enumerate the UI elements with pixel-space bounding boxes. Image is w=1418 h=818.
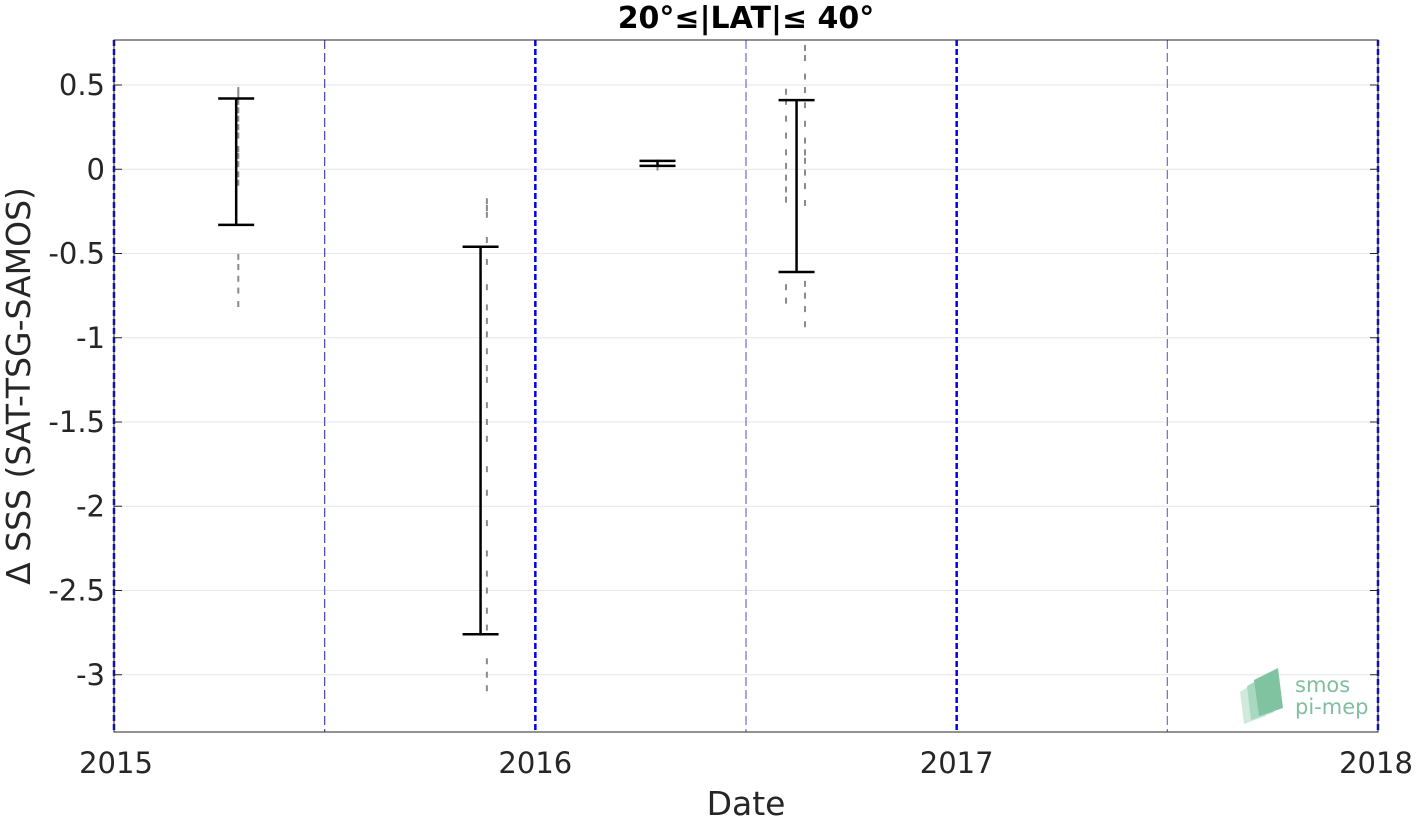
scatter-series [237,44,806,692]
plot-area [113,39,1379,733]
logo-text-smos: smos [1295,673,1350,697]
y-axis-ticks: 0.5 0 -0.5 -1 -1.5 -2 -2.5 -3 [48,68,1378,692]
x-tick-label-2017: 2017 [920,746,994,780]
y-tick-label-3: -1 [76,321,105,355]
x-tick-label-2015: 2015 [79,746,153,780]
x-axis-label: Date [707,784,786,818]
y-tick-label-0: 0.5 [59,68,105,102]
y-tick-label-4: -1.5 [48,405,105,439]
y-tick-label-5: -2 [76,489,105,523]
logo-icon [1240,668,1283,724]
x-axis-ticks: 2015 2016 2017 2018 [79,746,1413,780]
y-tick-label-2: -0.5 [48,237,105,271]
logo-text-pi-mep: pi-mep [1295,695,1368,719]
x-tick-label-2016: 2016 [498,746,572,780]
errorbar-series [218,97,815,636]
chart-title: 20°≤|LAT|≤ 40° [618,1,875,36]
y-tick-label-6: -2.5 [48,574,105,608]
smos-pi-mep-logo: smos pi-mep [1240,668,1368,724]
y-tick-label-1: 0 [87,152,105,186]
x-tick-label-2018: 2018 [1339,746,1413,780]
y-axis-label: Δ SSS (SAT-TSG-SAMOS) [0,187,38,585]
y-tick-label-7: -3 [76,658,105,692]
